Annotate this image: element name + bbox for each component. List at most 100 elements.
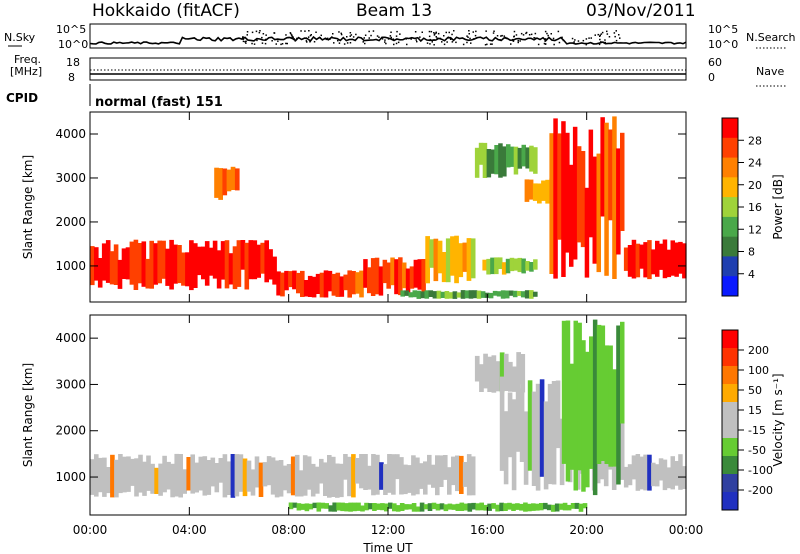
velocity-cell — [94, 454, 99, 497]
nsky-tick-top: 10^5 — [56, 23, 86, 36]
nsearch-dot — [291, 36, 293, 38]
power-cell — [521, 258, 526, 274]
nsearch-dot — [410, 38, 412, 40]
power-cell — [425, 236, 430, 284]
power-cell — [222, 168, 228, 196]
power-cell — [472, 290, 478, 299]
velocity-cell — [356, 502, 361, 511]
nsearch-dot — [515, 34, 518, 36]
velocity-cell — [315, 466, 320, 494]
velocity-colorbar-tick-label: -50 — [748, 444, 766, 457]
power-cell — [226, 169, 232, 192]
velocity-cell — [577, 322, 582, 471]
power-cell — [129, 241, 135, 285]
power-cell — [409, 266, 415, 289]
power-cell — [331, 273, 337, 296]
velocity-cell — [451, 504, 457, 510]
velocity-cell — [443, 504, 449, 512]
nsearch-dot — [600, 33, 603, 35]
nsearch-dot — [466, 35, 468, 37]
nsearch-dot — [489, 43, 492, 45]
nsearch-dot — [307, 36, 310, 38]
velocity-cell — [380, 503, 385, 511]
velocity-cell — [234, 454, 240, 497]
nsearch-dot — [309, 41, 311, 43]
power-cell — [248, 240, 254, 280]
velocity-cell — [499, 376, 505, 471]
nsearch-dot — [416, 40, 418, 43]
power-region — [363, 257, 426, 297]
velocity-cell — [566, 504, 572, 511]
velocity-cell — [519, 388, 525, 462]
power-cell — [416, 290, 422, 299]
power-cell — [137, 243, 143, 284]
nsearch-dot — [470, 42, 472, 44]
power-cell — [631, 239, 637, 279]
power-cell — [517, 257, 522, 273]
velocity-cell — [674, 461, 679, 486]
nsearch-dot — [251, 42, 253, 45]
power-cell — [113, 244, 119, 285]
velocity-cell — [565, 320, 571, 482]
velocity-cell — [419, 502, 425, 512]
power-cell — [541, 180, 546, 201]
velocity-cell — [635, 454, 641, 491]
velocity-cell — [585, 351, 590, 488]
velocity-cell — [589, 336, 594, 469]
nsearch-dot — [439, 37, 442, 40]
velocity-cell — [218, 458, 224, 483]
power-cell — [662, 239, 668, 279]
velocity-cell — [631, 455, 637, 480]
power-cell — [658, 243, 664, 270]
power-cell — [466, 238, 472, 281]
power-ytick-label: 1000 — [55, 259, 86, 273]
nsearch-dot — [435, 32, 437, 34]
nsearch-dot — [280, 43, 282, 46]
power-cell — [193, 243, 198, 288]
power-cell — [494, 145, 499, 175]
velocity-cell — [312, 502, 318, 509]
power-cell — [181, 252, 186, 286]
velocity-cell — [102, 457, 107, 497]
nsearch-dot — [419, 36, 421, 38]
power-cell — [394, 259, 399, 295]
nsearch-dot — [599, 35, 601, 37]
velocity-region — [474, 352, 526, 393]
date-title: 03/Nov/2011 — [586, 1, 696, 21]
beam-title: Beam 13 — [356, 1, 432, 21]
power-cell — [500, 290, 506, 299]
velocity-cell — [182, 469, 187, 494]
velocity-colorbar-swatch — [722, 348, 738, 367]
nsearch-dot — [433, 33, 436, 35]
nsearch-dot — [585, 43, 587, 46]
power-colorbar-tick-label: 24 — [748, 157, 762, 170]
velocity-xtick-label: 04:00 — [172, 523, 207, 537]
nsearch-dot — [305, 37, 307, 39]
velocity-cell — [344, 503, 349, 512]
power-cell — [450, 236, 455, 276]
power-cell — [177, 245, 182, 284]
velocity-cell — [395, 454, 400, 480]
nsearch-dot — [364, 42, 366, 45]
velocity-cell — [403, 464, 408, 495]
velocity-cell — [190, 454, 195, 494]
nsearch-dot — [340, 33, 343, 36]
velocity-cell — [174, 453, 179, 497]
velocity-cell — [503, 353, 509, 391]
nsearch-dot — [588, 37, 590, 39]
nsearch-dot — [474, 34, 477, 37]
velocity-cell — [316, 502, 322, 512]
nsearch-dot — [517, 41, 519, 44]
power-cell — [482, 142, 488, 178]
nsearch-dot — [519, 40, 521, 42]
velocity-cell — [623, 466, 629, 488]
nsearch-dot — [370, 34, 372, 37]
nsearch-dot — [378, 36, 380, 38]
power-cell — [413, 259, 419, 288]
velocity-cell — [323, 462, 328, 496]
nsearch-dot — [324, 37, 327, 40]
nsearch-dot — [350, 34, 353, 36]
nsearch-dot — [618, 34, 620, 36]
velocity-cell — [126, 456, 131, 492]
nsearch-dot — [547, 34, 549, 37]
